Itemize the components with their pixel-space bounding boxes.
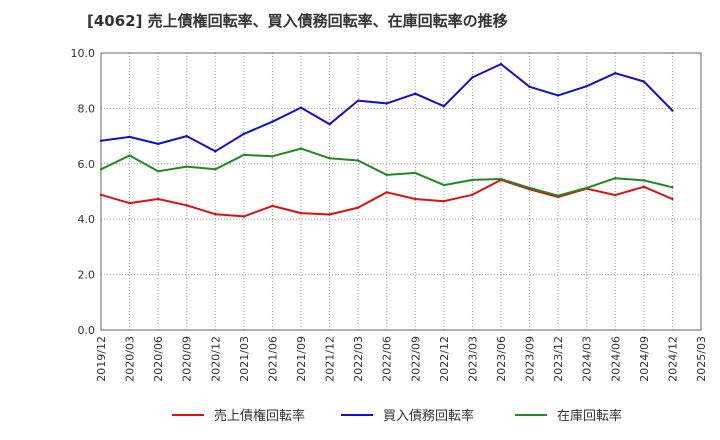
x-tick-label: 2021/06 (266, 336, 279, 382)
data-point (185, 165, 188, 168)
data-point (614, 72, 617, 75)
data-point (642, 80, 646, 83)
data-point (299, 106, 303, 109)
data-point (471, 178, 474, 182)
axis-layer: 0.0 2.0 4.0 6.0 8.0 10.0 2019/12 2020/03 2020/06… (71, 47, 709, 382)
data-point (385, 173, 388, 177)
data-point (214, 150, 217, 153)
x-tick-label: 2021/03 (238, 336, 251, 382)
data-point (328, 157, 331, 160)
data-point (271, 204, 274, 208)
plot-border (100, 52, 702, 331)
x-tick-label: 2022/06 (381, 336, 394, 382)
data-point (356, 206, 360, 209)
data-point (471, 193, 474, 197)
chart-title: [4062] 売上債権回転率、買入債務回転率、在庫回転率の推移 (87, 12, 508, 30)
data-point (271, 155, 274, 158)
data-point (214, 213, 217, 216)
data-point (556, 94, 560, 97)
x-tick-label: 2020/09 (181, 336, 194, 382)
data-point (414, 197, 417, 201)
data-point (299, 211, 303, 215)
x-tick-label: 2019/12 (95, 336, 108, 382)
x-tick-label: 2024/09 (638, 336, 651, 382)
data-point (671, 197, 674, 201)
y-tick-label: 10.0 (71, 47, 96, 60)
data-point (499, 62, 503, 66)
data-point (585, 85, 588, 88)
y-tick-label: 6.0 (78, 158, 96, 171)
data-point (614, 193, 617, 197)
data-point (299, 147, 303, 150)
data-point (528, 85, 531, 88)
x-tick-label: 2021/09 (295, 336, 308, 382)
data-point (328, 122, 331, 126)
x-tick-label: 2020/03 (124, 336, 137, 382)
data-point (271, 120, 274, 123)
data-point (242, 153, 246, 157)
data-point (442, 183, 446, 187)
plot-area (101, 53, 701, 330)
data-point (442, 104, 446, 108)
data-point (356, 99, 360, 102)
y-tick-label: 4.0 (78, 213, 96, 226)
y-tick-label: 0.0 (78, 324, 96, 337)
data-point (642, 185, 646, 188)
legend-label: 買入債務回転率 (383, 408, 474, 424)
data-point (99, 139, 103, 143)
data-point (128, 135, 131, 139)
x-tick-label: 2021/12 (324, 336, 337, 382)
x-tick-label: 2023/06 (495, 336, 508, 382)
data-point (128, 154, 131, 157)
data-point (385, 191, 388, 194)
data-point (156, 170, 160, 173)
x-tick-label: 2023/12 (552, 336, 565, 382)
legend-label: 在庫回転率 (557, 408, 622, 424)
y-tick-label: 8.0 (78, 102, 96, 115)
data-point (442, 199, 446, 203)
data-point (242, 215, 246, 218)
data-point (385, 102, 388, 105)
x-tick-label: 2023/09 (524, 336, 537, 382)
x-tick-label: 2022/09 (409, 336, 422, 382)
data-point (642, 179, 646, 182)
data-point (356, 159, 360, 162)
data-point (499, 177, 503, 181)
data-point (614, 177, 617, 180)
data-point (556, 194, 560, 197)
x-tick-label: 2020/12 (209, 336, 222, 382)
y-tick-label: 2.0 (78, 269, 96, 282)
x-tick-label: 2022/03 (352, 336, 365, 382)
data-point (471, 76, 474, 79)
data-point (99, 193, 103, 197)
x-tick-label: 2024/03 (581, 336, 594, 382)
data-point (128, 201, 131, 205)
data-point (585, 186, 588, 190)
x-tick-label: 2024/12 (666, 336, 679, 382)
x-tick-label: 2022/12 (438, 336, 451, 382)
data-point (328, 213, 331, 216)
data-point (671, 186, 674, 189)
legend-label: 売上債権回転率 (214, 408, 305, 424)
data-point (185, 204, 188, 207)
x-tick-label: 2025/03 (695, 336, 708, 382)
data-point (671, 109, 674, 112)
data-point (242, 132, 246, 136)
data-point (156, 197, 160, 201)
data-point (156, 142, 160, 146)
legend: 売上債権回転率 買入債務回転率 在庫回転率 (172, 408, 622, 424)
data-point (414, 171, 417, 175)
x-tick-label: 2024/06 (609, 336, 622, 382)
data-point (214, 168, 217, 171)
grid-layer (101, 53, 701, 330)
data-point (185, 134, 188, 138)
x-tick-label: 2020/06 (152, 336, 165, 382)
data-point (99, 168, 103, 171)
x-tick-label: 2023/03 (466, 336, 479, 382)
series-layer (99, 62, 674, 218)
data-point (414, 92, 417, 95)
data-point (528, 186, 531, 190)
